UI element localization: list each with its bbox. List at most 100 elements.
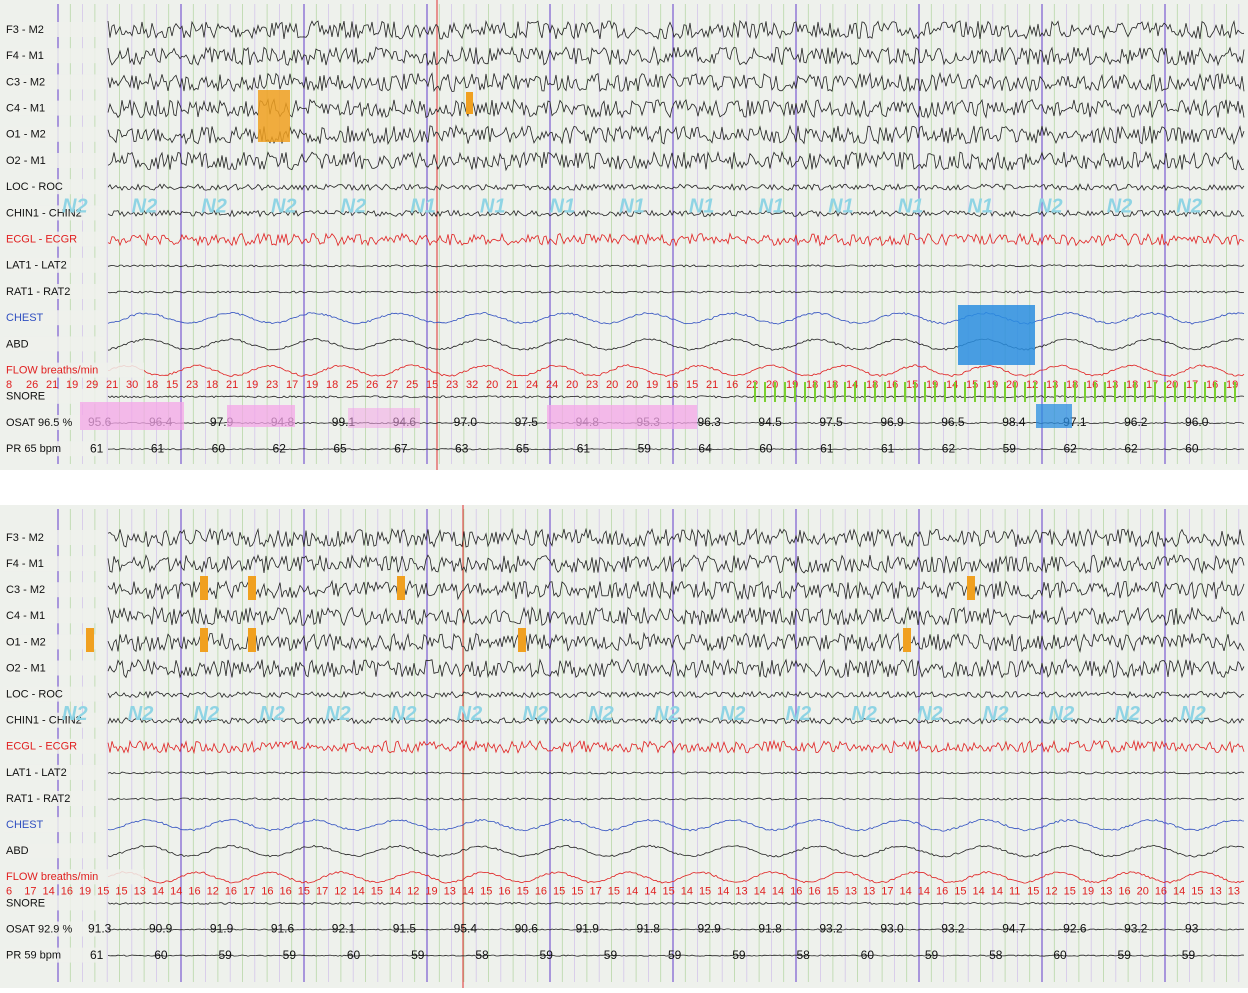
osat-value: 90.6	[515, 922, 539, 936]
pulse-value: 64	[698, 441, 712, 455]
channel-label: LOC - ROC	[6, 689, 63, 701]
flow-rate: 15	[571, 886, 583, 898]
flow-rate: 21	[226, 379, 238, 391]
channel-label: O2 - M1	[6, 662, 46, 674]
label-bg	[4, 530, 104, 545]
osat-value: 94.5	[758, 415, 782, 429]
signal-trace	[107, 870, 1244, 884]
flow-rate: 14	[1173, 886, 1185, 898]
pulse-value: 59	[218, 948, 232, 962]
label-bg	[4, 22, 104, 37]
pulse-value: 59	[1003, 441, 1017, 455]
osat-value: 96.2	[1124, 415, 1148, 429]
osat-value: 91.3	[88, 922, 112, 936]
arousal-event	[200, 576, 208, 600]
flow-rate: 19	[246, 379, 258, 391]
flow-rate: 13	[1106, 379, 1118, 391]
osat-value: 98.4	[1002, 415, 1026, 429]
label-bg	[4, 556, 104, 572]
flow-rate: 15	[97, 886, 109, 898]
flow-rate: 13	[134, 886, 146, 898]
signal-trace	[107, 124, 1245, 146]
flow-rate: 19	[306, 379, 318, 391]
label-bg	[4, 362, 144, 378]
sleep-stage: N2	[259, 703, 285, 725]
osat-value: 93.2	[819, 922, 843, 936]
sleep-stage: N2	[917, 703, 943, 725]
flow-rate: 23	[446, 379, 458, 391]
flow-rate: 11	[1009, 886, 1020, 898]
flow-rate: 15	[1064, 886, 1076, 898]
osat-value: 96.0	[1185, 415, 1209, 429]
signal-trace	[107, 928, 1245, 931]
channel-label: RAT1 - RAT2	[6, 793, 70, 805]
pulse-value: 59	[1182, 948, 1196, 962]
signal-trace	[107, 553, 1245, 575]
sleep-stage: N1	[828, 196, 854, 218]
pulse-value: 59	[925, 948, 939, 962]
flow-rate: 25	[346, 379, 358, 391]
pulse-value: 58	[475, 948, 489, 962]
sleep-stage: N2	[1049, 703, 1075, 725]
flow-rate: 16	[61, 886, 73, 898]
flow-rate: 18	[1066, 379, 1078, 391]
label-bg	[4, 712, 104, 728]
pulse-value: 63	[455, 441, 469, 455]
pulse-value: 59	[283, 948, 297, 962]
sleep-stage: N2	[1107, 196, 1133, 218]
flow-rate: 29	[86, 379, 98, 391]
channel-label: SNORE	[6, 897, 45, 909]
osat-value: 91.9	[210, 922, 234, 936]
flow-rate: 20	[606, 379, 618, 391]
pulse-value: 62	[1063, 441, 1077, 455]
flow-rate: 13	[1210, 886, 1222, 898]
flow-rate: 20	[1166, 379, 1178, 391]
flow-rate: 18	[806, 379, 818, 391]
flow-rate: 22	[746, 379, 758, 391]
flow-rate: 21	[706, 379, 718, 391]
channel-label: F3 - M2	[6, 532, 44, 544]
flow-rate: 19	[646, 379, 658, 391]
flow-rate: 12	[407, 886, 419, 898]
channel-label: CHEST	[6, 819, 44, 831]
sleep-stage: N1	[619, 196, 645, 218]
arousal-event	[466, 92, 473, 114]
signal-trace	[107, 338, 1245, 351]
label-bg	[4, 231, 104, 247]
pulse-value: 59	[1118, 948, 1132, 962]
osat-value: 95.4	[454, 922, 478, 936]
sleep-stage: N2	[132, 196, 158, 218]
flow-rate: 14	[170, 886, 182, 898]
flow-rate: 19	[986, 379, 998, 391]
sleep-stage: N2	[1176, 196, 1202, 218]
signal-trace	[107, 739, 1245, 755]
signal-trace	[107, 71, 1245, 93]
flow-rate: 21	[46, 379, 58, 391]
pulse-value: 62	[273, 441, 287, 455]
flow-rate: 14	[42, 886, 54, 898]
arousal-event	[518, 628, 526, 652]
pulse-value: 61	[881, 441, 895, 455]
flow-rate: 18	[1126, 379, 1138, 391]
flow-rate: 26	[26, 379, 38, 391]
pulse-value: 60	[759, 441, 773, 455]
flow-rate: 24	[526, 379, 538, 391]
pulse-value: 60	[861, 948, 875, 962]
osat-value: 93.2	[1124, 922, 1148, 936]
desat-event	[547, 405, 697, 429]
sleep-stage: N2	[1180, 703, 1206, 725]
flow-rate: 14	[900, 886, 912, 898]
channel-label: ECGL - ECGR	[6, 234, 77, 246]
desat-event	[348, 408, 420, 428]
osat-value: 92.9	[697, 922, 721, 936]
flow-rate: 19	[66, 379, 78, 391]
pulse-value: 58	[796, 948, 810, 962]
sleep-stage: N2	[1114, 703, 1140, 725]
flow-rate: 30	[126, 379, 138, 391]
flow-rate: 15	[699, 886, 711, 898]
flow-rate: 16	[666, 379, 678, 391]
flow-rate: 20	[626, 379, 638, 391]
arousal-event	[967, 576, 975, 600]
flow-rate: 23	[586, 379, 598, 391]
flow-rate: 27	[386, 379, 398, 391]
